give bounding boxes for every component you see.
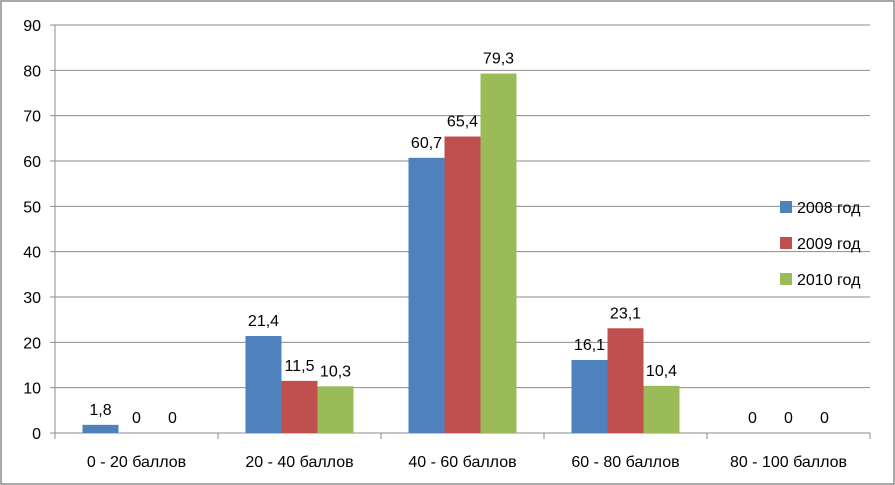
data-label: 11,5	[285, 358, 315, 375]
x-tick-label: 80 - 100 баллов	[730, 454, 847, 471]
bar	[408, 157, 445, 433]
bar	[245, 335, 282, 433]
bar	[480, 73, 517, 434]
data-label: 21,4	[248, 313, 279, 330]
axes: 0 10 20 30 40 50 60 70 80 90 0 - 20 баллов 20 - 40 …	[23, 18, 871, 471]
legend-label: 2008 год	[797, 200, 861, 217]
x-tick-label: 60 - 80 баллов	[571, 454, 679, 471]
legend: 2008 год 2009 год 2010 год	[780, 200, 861, 289]
data-label: 1,8	[89, 402, 111, 419]
bar	[571, 360, 608, 433]
bar	[607, 328, 644, 433]
data-label: 60,7	[411, 135, 442, 152]
data-label: 23,1	[610, 305, 641, 322]
y-tick-label: 50	[23, 199, 41, 216]
data-label: 0	[748, 410, 757, 427]
data-label: 0	[132, 410, 141, 427]
y-tick-label: 10	[23, 381, 41, 398]
data-label: 65,4	[447, 114, 478, 131]
y-tick-label: 70	[23, 109, 41, 126]
data-label: 10,3	[320, 363, 351, 380]
legend-swatch	[780, 273, 792, 285]
data-label: 0	[784, 410, 793, 427]
legend-swatch	[780, 237, 792, 249]
data-label: 16,1	[574, 337, 605, 354]
bar	[82, 424, 119, 433]
y-tick-label: 0	[32, 426, 41, 443]
bar	[643, 385, 680, 433]
bar	[317, 386, 354, 433]
data-label: 79,3	[483, 51, 514, 68]
data-label: 0	[168, 410, 177, 427]
y-tick-label: 30	[23, 290, 41, 307]
y-tick-label: 90	[23, 18, 41, 35]
y-tick-label: 60	[23, 154, 41, 171]
y-tick-label: 80	[23, 63, 41, 80]
legend-label: 2010 год	[797, 272, 861, 289]
x-tick-label: 0 - 20 баллов	[87, 454, 186, 471]
legend-label: 2009 год	[797, 236, 861, 253]
legend-swatch	[780, 201, 792, 213]
bars	[82, 73, 680, 434]
y-tick-label: 40	[23, 245, 41, 262]
x-tick-label: 20 - 40 баллов	[245, 454, 353, 471]
bar	[444, 136, 481, 433]
x-tick-label: 40 - 60 баллов	[408, 454, 516, 471]
y-tick-label: 20	[23, 335, 41, 352]
bar	[281, 380, 318, 433]
data-label: 0	[820, 410, 829, 427]
data-labels: 1,8 21,4 60,7 16,1 0 0 11,5 65,4 23,1 0 0 10,3 79,3 1…	[89, 51, 829, 427]
data-label: 10,4	[646, 363, 677, 380]
